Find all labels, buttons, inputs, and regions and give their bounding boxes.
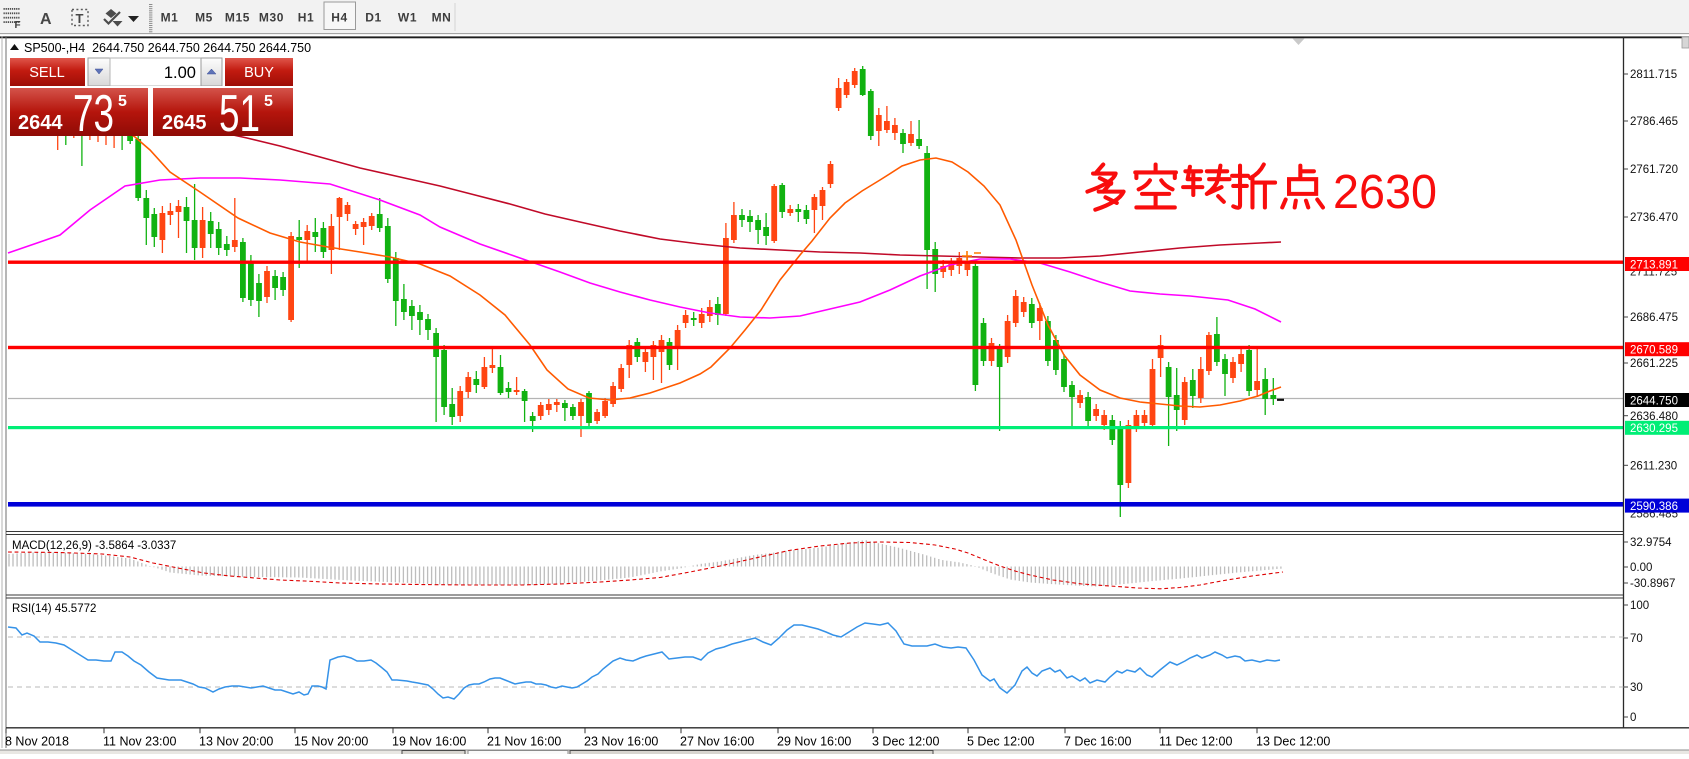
svg-text:MACD(12,26,9) -3.5864 -3.0337: MACD(12,26,9) -3.5864 -3.0337	[12, 540, 176, 552]
svg-text:29 Nov 16:00: 29 Nov 16:00	[777, 735, 851, 749]
svg-text:11 Nov 23:00: 11 Nov 23:00	[103, 735, 176, 749]
svg-text:D1: D1	[365, 11, 382, 25]
svg-text:3 Dec 12:00: 3 Dec 12:00	[872, 735, 939, 749]
svg-text:2644.750: 2644.750	[1630, 395, 1678, 407]
svg-text:15 Nov 20:00: 15 Nov 20:00	[294, 735, 368, 749]
svg-text:M5: M5	[195, 11, 213, 25]
svg-text:SELL: SELL	[29, 65, 64, 81]
svg-text:2611.230: 2611.230	[1630, 461, 1677, 473]
svg-text:M1: M1	[161, 11, 179, 25]
svg-text:5: 5	[264, 93, 273, 110]
svg-text:1.00: 1.00	[164, 64, 196, 82]
svg-text:70: 70	[1630, 633, 1643, 645]
svg-text:MN: MN	[432, 11, 452, 25]
svg-text:F: F	[15, 20, 21, 31]
svg-text:2630.295: 2630.295	[1630, 423, 1678, 435]
svg-text:8 Nov 2018: 8 Nov 2018	[5, 735, 69, 749]
svg-text:H1: H1	[298, 11, 315, 25]
svg-text:T: T	[76, 11, 84, 26]
svg-text:M30: M30	[259, 11, 284, 25]
svg-text:RSI(14) 45.5772: RSI(14) 45.5772	[12, 603, 96, 615]
svg-text:2736.470: 2736.470	[1630, 212, 1678, 224]
svg-text:BUY: BUY	[244, 65, 274, 81]
svg-text:0.00: 0.00	[1630, 562, 1652, 574]
svg-text:W1: W1	[398, 11, 417, 25]
svg-text:0: 0	[1630, 712, 1636, 724]
svg-text:13 Nov 20:00: 13 Nov 20:00	[199, 735, 273, 749]
svg-text:19 Nov 16:00: 19 Nov 16:00	[392, 735, 466, 749]
svg-text:2644: 2644	[18, 112, 63, 134]
svg-text:5: 5	[118, 93, 127, 110]
svg-text:73: 73	[73, 85, 114, 143]
svg-text:-30.8967: -30.8967	[1630, 578, 1675, 590]
svg-text:27 Nov 16:00: 27 Nov 16:00	[680, 735, 754, 749]
svg-text:7 Dec 16:00: 7 Dec 16:00	[1064, 735, 1131, 749]
svg-text:A: A	[40, 11, 52, 28]
svg-text:21 Nov 16:00: 21 Nov 16:00	[487, 735, 561, 749]
svg-text:32.9754: 32.9754	[1630, 537, 1672, 549]
svg-text:2811.715: 2811.715	[1630, 69, 1677, 81]
svg-text:2761.720: 2761.720	[1630, 164, 1678, 176]
svg-text:100: 100	[1630, 600, 1649, 612]
svg-text:13 Dec 12:00: 13 Dec 12:00	[1256, 735, 1330, 749]
svg-text:H4: H4	[331, 11, 348, 25]
svg-text:2686.475: 2686.475	[1630, 312, 1678, 324]
svg-text:2636.480: 2636.480	[1630, 411, 1678, 423]
svg-text:2590.386: 2590.386	[1630, 501, 1678, 513]
svg-text:SP500-,H4 2644.750 2644.750 2: SP500-,H4 2644.750 2644.750 2644.750 264…	[24, 41, 311, 55]
svg-text:23 Nov 16:00: 23 Nov 16:00	[584, 735, 658, 749]
svg-text:2630: 2630	[1333, 166, 1437, 219]
svg-text:30: 30	[1630, 682, 1643, 694]
svg-text:2670.589: 2670.589	[1630, 345, 1678, 357]
svg-text:2645: 2645	[162, 112, 207, 134]
svg-text:5 Dec 12:00: 5 Dec 12:00	[967, 735, 1034, 749]
svg-text:2713.891: 2713.891	[1630, 259, 1678, 271]
svg-text:M15: M15	[225, 11, 250, 25]
svg-text:11 Dec 12:00: 11 Dec 12:00	[1159, 735, 1232, 749]
svg-text:51: 51	[219, 85, 260, 143]
svg-text:2786.465: 2786.465	[1630, 116, 1678, 128]
svg-text:2661.225: 2661.225	[1630, 358, 1678, 370]
